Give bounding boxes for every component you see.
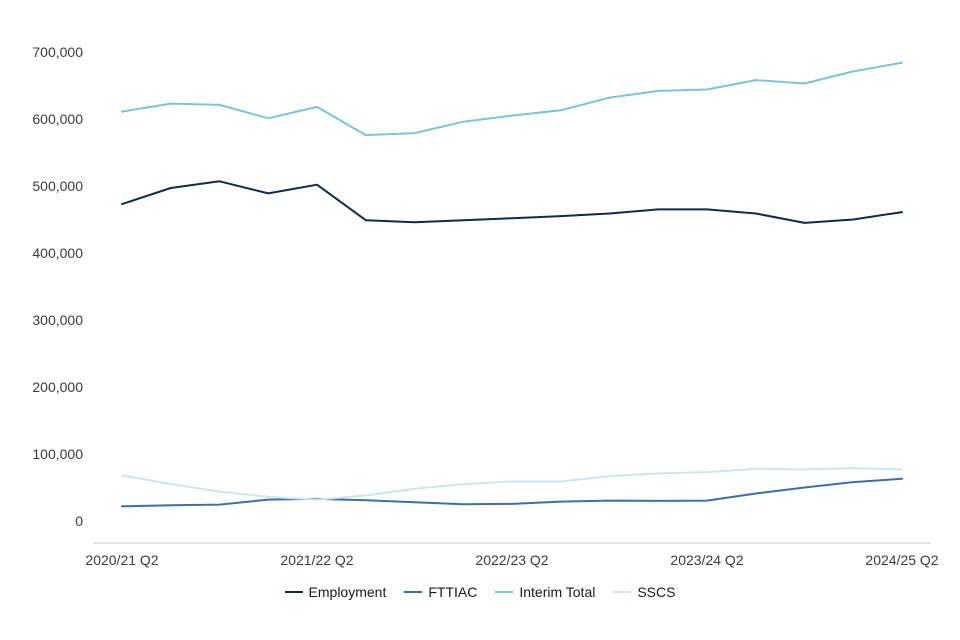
line-chart: 0 100,000 200,000 300,000 400,000 500,000 600,… xyxy=(32,44,938,568)
y-tick-label: 200,000 xyxy=(32,379,83,395)
legend-item: SSCS xyxy=(613,584,675,600)
y-tick-label: 100,000 xyxy=(32,446,83,462)
legend-label: Employment xyxy=(308,584,387,600)
legend-item: FTTIAC xyxy=(404,584,477,600)
x-tick-label: 2021/22 Q2 xyxy=(280,552,353,568)
series-line-sscs xyxy=(121,467,903,501)
x-axis: 2020/21 Q2 2021/22 Q2 2022/23 Q2 2023/24 Q2… xyxy=(85,552,938,568)
y-axis: 0 100,000 200,000 300,000 400,000 500,000 600,… xyxy=(32,44,83,529)
y-tick-label: 600,000 xyxy=(32,111,83,127)
y-tick-label: 0 xyxy=(75,513,83,529)
x-tick-label: 2020/21 Q2 xyxy=(85,552,158,568)
legend-label: FTTIAC xyxy=(428,584,478,600)
legend-item: Interim Total xyxy=(495,584,595,600)
series-line-fttiac xyxy=(121,477,903,508)
series-line-employment xyxy=(121,180,903,224)
y-tick-label: 700,000 xyxy=(32,44,83,60)
series-lines xyxy=(121,61,903,508)
legend-swatch xyxy=(404,591,423,593)
series-line-interim-total xyxy=(121,61,903,137)
x-tick-label: 2022/23 Q2 xyxy=(475,552,548,568)
legend: Employment FTTIAC Interim Total SSCS xyxy=(0,584,960,600)
legend-label: Interim Total xyxy=(519,584,596,600)
legend-label: SSCS xyxy=(637,584,676,600)
legend-swatch xyxy=(495,591,514,593)
y-tick-label: 500,000 xyxy=(32,178,83,194)
y-tick-label: 400,000 xyxy=(32,245,83,261)
x-tick-label: 2023/24 Q2 xyxy=(670,552,743,568)
y-tick-label: 300,000 xyxy=(32,312,83,328)
legend-item: Employment xyxy=(284,584,387,600)
legend-swatch xyxy=(284,591,303,593)
x-tick-label: 2024/25 Q2 xyxy=(865,552,938,568)
legend-swatch xyxy=(613,591,632,593)
